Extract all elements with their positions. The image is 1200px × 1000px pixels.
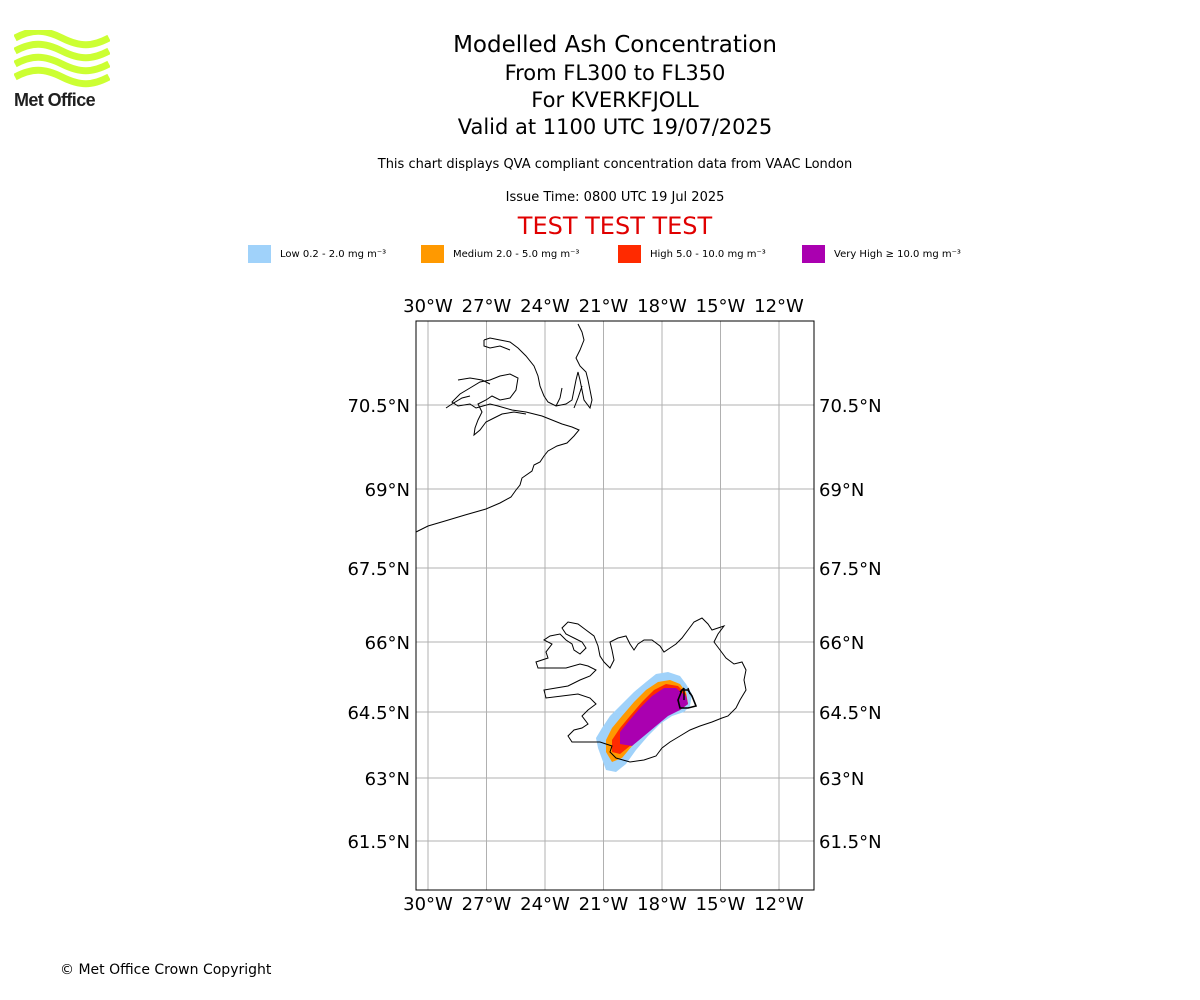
- lat-tick-label-left: 69°N: [365, 480, 410, 501]
- chart-subtitle: This chart displays QVA compliant concen…: [377, 157, 853, 172]
- lon-tick-label-top: 15°W: [696, 296, 746, 317]
- lon-tick-label-bottom: 18°W: [637, 894, 687, 915]
- test-banner: TEST TEST TEST: [517, 212, 713, 240]
- chart-title-block: Modelled Ash Concentration From FL300 to…: [315, 30, 915, 141]
- legend-item-high: High 5.0 - 10.0 mg m⁻³: [618, 244, 766, 264]
- lat-tick-label-right: 69°N: [819, 480, 864, 501]
- chart-title: Modelled Ash Concentration: [453, 32, 777, 58]
- lat-tick-label-left: 61.5°N: [347, 832, 410, 853]
- flight-level-range: From FL300 to FL350: [504, 61, 726, 85]
- map-gridlines: [416, 321, 814, 890]
- legend-item-medium: Medium 2.0 - 5.0 mg m⁻³: [421, 244, 579, 264]
- lon-tick-label-bottom: 15°W: [696, 894, 746, 915]
- legend-label-low: Low 0.2 - 2.0 mg m⁻³: [280, 248, 387, 260]
- legend-swatch-medium: [421, 245, 444, 263]
- lat-tick-label-right: 63°N: [819, 769, 864, 790]
- lat-tick-label-left: 63°N: [365, 769, 410, 790]
- issue-time: Issue Time: 0800 UTC 19 Jul 2025: [505, 190, 725, 205]
- legend-item-low: Low 0.2 - 2.0 mg m⁻³: [248, 244, 386, 264]
- legend-label-high: High 5.0 - 10.0 mg m⁻³: [650, 248, 766, 260]
- lat-tick-label-left: 67.5°N: [347, 559, 410, 580]
- iceland-coastline: [535, 617, 747, 763]
- lat-tick-label-right: 67.5°N: [819, 559, 882, 580]
- concentration-legend: Low 0.2 - 2.0 mg m⁻³ Medium 2.0 - 5.0 mg…: [0, 244, 1200, 264]
- lon-tick-label-top: 12°W: [754, 296, 804, 317]
- lat-tick-label-right: 61.5°N: [819, 832, 882, 853]
- lat-tick-label-right: 66°N: [819, 633, 864, 654]
- lon-tick-label-bottom: 30°W: [403, 894, 453, 915]
- volcano-name-line: For KVERKFJOLL: [531, 88, 699, 112]
- met-office-wave-icon: [13, 27, 111, 88]
- lon-tick-label-top: 27°W: [462, 296, 512, 317]
- lon-tick-label-top: 18°W: [637, 296, 687, 317]
- met-office-logo-text: Met Office: [14, 90, 96, 110]
- lat-tick-label-right: 64.5°N: [819, 703, 882, 724]
- legend-label-very-high: Very High ≥ 10.0 mg m⁻³: [834, 248, 961, 260]
- lat-tick-label-left: 70.5°N: [347, 396, 410, 417]
- legend-item-very-high: Very High ≥ 10.0 mg m⁻³: [802, 244, 961, 264]
- lon-tick-label-top: 21°W: [579, 296, 629, 317]
- lon-tick-label-bottom: 12°W: [754, 894, 804, 915]
- valid-time: Valid at 1100 UTC 19/07/2025: [457, 115, 773, 139]
- legend-label-medium: Medium 2.0 - 5.0 mg m⁻³: [453, 248, 580, 260]
- lat-tick-label-right: 70.5°N: [819, 396, 882, 417]
- legend-swatch-very-high: [802, 245, 825, 263]
- legend-swatch-high: [618, 245, 641, 263]
- lon-tick-label-bottom: 27°W: [462, 894, 512, 915]
- legend-swatch-low: [248, 245, 271, 263]
- axis-labels: 30°W 30°W 27°W 27°W 24°W 24°W 21°W 21°W 18°W 18°W…: [347, 296, 881, 915]
- lon-tick-label-top: 24°W: [520, 296, 570, 317]
- lon-tick-label-bottom: 21°W: [579, 894, 629, 915]
- met-office-logo: Met Office: [13, 27, 111, 114]
- greenland-coastline: [415, 323, 593, 533]
- map-frame: [415, 320, 815, 891]
- lat-tick-label-left: 64.5°N: [347, 703, 410, 724]
- lon-tick-label-top: 30°W: [403, 296, 453, 317]
- copyright-notice: © Met Office Crown Copyright: [60, 962, 272, 978]
- lat-tick-label-left: 66°N: [365, 633, 410, 654]
- lon-tick-label-bottom: 24°W: [520, 894, 570, 915]
- ash-plume: [596, 672, 692, 772]
